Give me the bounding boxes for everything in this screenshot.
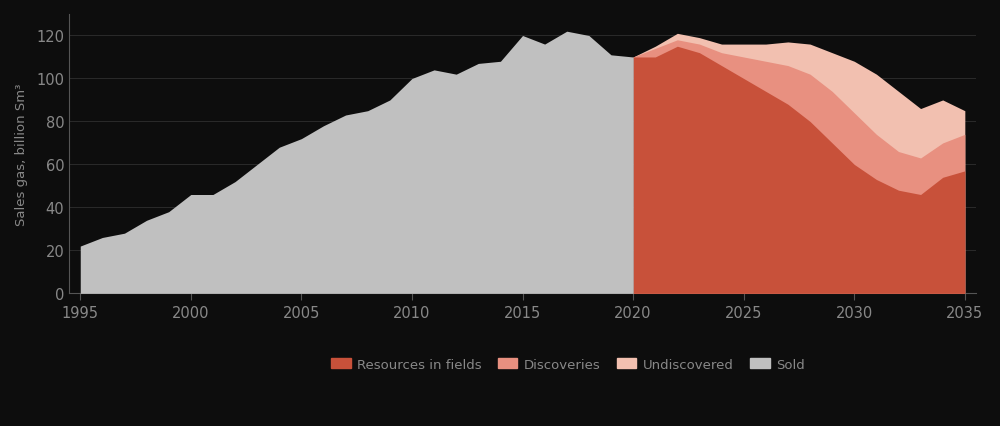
Y-axis label: Sales gas, billion Sm³: Sales gas, billion Sm³ <box>15 83 28 225</box>
Legend: Resources in fields, Discoveries, Undiscovered, Sold: Resources in fields, Discoveries, Undisc… <box>331 358 805 371</box>
